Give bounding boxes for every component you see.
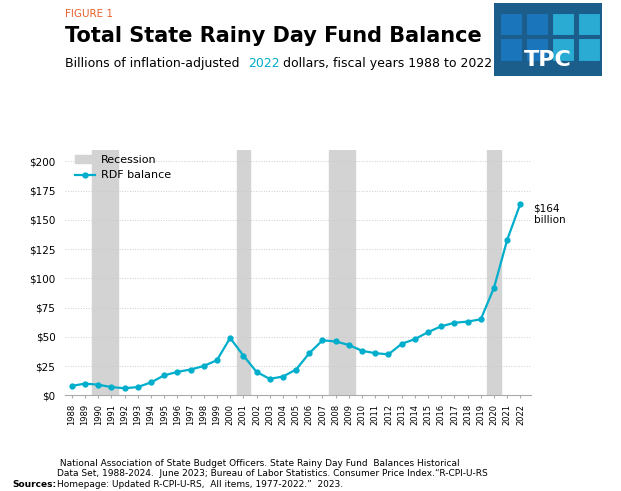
FancyBboxPatch shape	[553, 38, 575, 61]
Text: Sources:: Sources:	[12, 480, 57, 489]
Bar	[329, 150, 355, 395]
Text: National Association of State Budget Officers. State Rainy Day Fund  Balances Hi: National Association of State Budget Off…	[57, 459, 487, 489]
FancyBboxPatch shape	[527, 38, 549, 61]
Text: FIGURE 1: FIGURE 1	[65, 9, 113, 19]
Text: 2022: 2022	[248, 57, 279, 70]
Text: Billions of inflation-adjusted: Billions of inflation-adjusted	[65, 57, 248, 70]
FancyBboxPatch shape	[501, 13, 523, 36]
Text: TPC: TPC	[524, 50, 572, 70]
Bar	[91, 150, 118, 395]
FancyBboxPatch shape	[579, 13, 601, 36]
FancyBboxPatch shape	[501, 38, 523, 61]
Bar	[487, 150, 501, 395]
Legend: Recession, RDF balance: Recession, RDF balance	[71, 150, 175, 185]
FancyBboxPatch shape	[527, 13, 549, 36]
Text: Total State Rainy Day Fund Balance: Total State Rainy Day Fund Balance	[65, 26, 482, 46]
FancyBboxPatch shape	[494, 3, 602, 76]
FancyBboxPatch shape	[553, 13, 575, 36]
FancyBboxPatch shape	[579, 38, 601, 61]
Text: dollars, fiscal years 1988 to 2022: dollars, fiscal years 1988 to 2022	[279, 57, 492, 70]
Bar	[237, 150, 250, 395]
Text: $164
billion: $164 billion	[533, 203, 565, 225]
